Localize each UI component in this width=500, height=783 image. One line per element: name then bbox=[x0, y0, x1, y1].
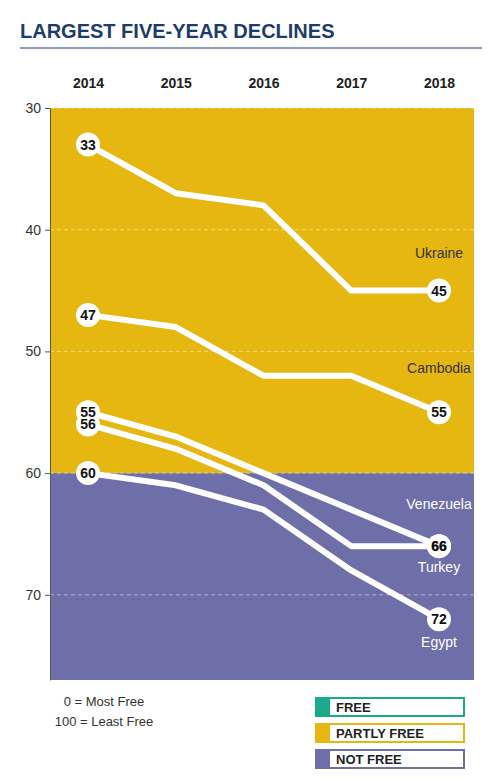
grid-line bbox=[50, 351, 474, 352]
data-label: 66 bbox=[431, 538, 447, 554]
data-label: 66 bbox=[431, 538, 447, 554]
region-band bbox=[50, 473, 474, 680]
series-line bbox=[88, 424, 439, 546]
legend-swatch bbox=[315, 749, 465, 769]
point-marker bbox=[76, 461, 100, 485]
y-tick-label: 30 bbox=[25, 100, 41, 116]
x-tick-label: 2015 bbox=[161, 75, 192, 91]
series-name: Ukraine bbox=[415, 245, 463, 261]
y-tick-mark bbox=[45, 595, 50, 596]
title-rule bbox=[20, 48, 482, 49]
x-tick-label: 2018 bbox=[424, 75, 455, 91]
x-tick: 2014 bbox=[73, 75, 104, 91]
x-tick: 2016 bbox=[248, 75, 279, 91]
point-marker bbox=[427, 534, 451, 558]
data-label: 55 bbox=[431, 404, 447, 420]
x-tick-label: 2017 bbox=[336, 75, 367, 91]
point-marker bbox=[427, 400, 451, 424]
y-tick-mark bbox=[45, 230, 50, 231]
regions bbox=[50, 108, 474, 680]
note: 0 = Most Free bbox=[64, 694, 145, 709]
legend-swatch bbox=[315, 697, 465, 717]
y-axis: 30 40 50 60 70 bbox=[25, 100, 50, 681]
point-marker bbox=[427, 607, 451, 631]
labels: 3345Ukraine4755Cambodia5566Venezuela5666… bbox=[80, 137, 472, 651]
grid bbox=[50, 108, 474, 595]
legend-label: NOT FREE bbox=[336, 752, 402, 767]
point-marker bbox=[427, 279, 451, 303]
point-marker bbox=[76, 412, 100, 436]
title: LARGEST FIVE-YEAR DECLINES bbox=[20, 20, 334, 42]
point-marker bbox=[76, 303, 100, 327]
y-tick-label: 60 bbox=[25, 465, 41, 481]
grid-line bbox=[50, 229, 474, 230]
legend-label: PARTLY FREE bbox=[336, 726, 424, 741]
series-name: Cambodia bbox=[407, 360, 471, 376]
notes: 0 = Most Free 100 = Least Free bbox=[55, 694, 154, 729]
data-label: 60 bbox=[80, 465, 96, 481]
chart: LARGEST FIVE-YEAR DECLINES 30 40 50 60 70 2014… bbox=[0, 0, 500, 783]
grid-line bbox=[50, 108, 474, 109]
series-name: Venezuela bbox=[406, 496, 472, 512]
y-tick: 40 bbox=[25, 222, 50, 238]
legend-box bbox=[330, 751, 463, 767]
y-tick: 60 bbox=[25, 465, 50, 481]
point-marker bbox=[427, 534, 451, 558]
y-axis-line bbox=[50, 109, 51, 681]
y-tick-label: 50 bbox=[25, 343, 41, 359]
note: 100 = Least Free bbox=[55, 714, 154, 729]
y-tick-mark bbox=[45, 473, 50, 474]
y-tick: 30 bbox=[25, 100, 50, 116]
series-line bbox=[88, 315, 439, 412]
x-tick: 2018 bbox=[424, 75, 455, 91]
y-tick: 70 bbox=[25, 587, 50, 603]
y-tick-mark bbox=[45, 108, 50, 109]
x-axis: 2014 2015 2016 2017 2018 bbox=[73, 75, 455, 91]
x-tick: 2015 bbox=[161, 75, 192, 91]
data-label: 47 bbox=[80, 307, 96, 323]
series-name: Egypt bbox=[421, 634, 457, 650]
series-group bbox=[76, 133, 451, 632]
legend-label: FREE bbox=[336, 700, 371, 715]
legend-box bbox=[330, 699, 463, 715]
x-tick-label: 2016 bbox=[248, 75, 279, 91]
x-tick-label: 2014 bbox=[73, 75, 104, 91]
point-marker bbox=[76, 133, 100, 157]
data-label: 56 bbox=[80, 416, 96, 432]
x-tick: 2017 bbox=[336, 75, 367, 91]
y-tick-label: 70 bbox=[25, 587, 41, 603]
y-tick-label: 40 bbox=[25, 222, 41, 238]
grid-line bbox=[50, 594, 474, 595]
legend-swatch bbox=[315, 723, 465, 743]
series-line bbox=[88, 473, 439, 619]
y-tick-mark bbox=[45, 351, 50, 352]
y-tick: 50 bbox=[25, 343, 50, 359]
data-label: 45 bbox=[431, 283, 447, 299]
legend-box bbox=[330, 725, 463, 741]
data-label: 72 bbox=[431, 611, 447, 627]
data-label: 33 bbox=[80, 137, 96, 153]
series-line bbox=[88, 145, 439, 291]
series-name: Turkey bbox=[418, 559, 460, 575]
legend: FREE PARTLY FREE NOT FREE bbox=[315, 697, 465, 769]
